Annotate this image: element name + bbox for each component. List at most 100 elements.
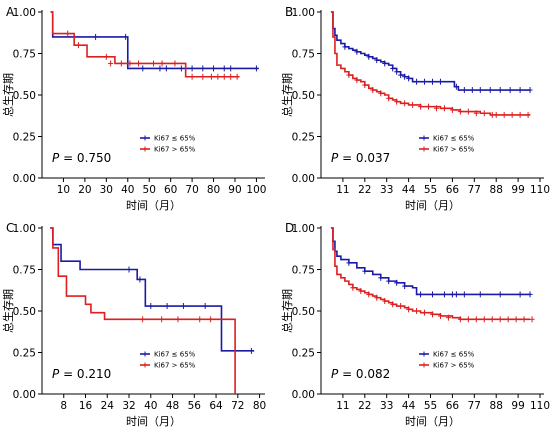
y-tick-label: 0.25 (13, 348, 36, 360)
x-tick-label: 110 (530, 184, 550, 196)
x-tick-label: 90 (228, 184, 241, 196)
x-tick-label: 80 (253, 400, 266, 412)
x-axis-title: 时间（月） (405, 199, 460, 212)
x-axis-title: 时间（月） (405, 415, 460, 428)
p-value-text: = 0.750 (59, 151, 111, 165)
legend-label: Ki67 > 65% (433, 146, 475, 154)
p-value-text: = 0.082 (338, 367, 390, 381)
y-tick-label: 0.50 (13, 90, 36, 102)
y-tick-label: 0.00 (292, 389, 315, 401)
y-tick-label: 0.00 (292, 173, 315, 185)
x-axis-title: 时间（月） (126, 199, 181, 212)
panel-label: D (285, 221, 294, 235)
panel-c: C 0.00 0.25 0.50 0.75 1.00 8 16 24 32 40 48 56 64 72 80… (1, 221, 266, 428)
panel-b: B 0.00 0.25 0.50 0.75 1.00 11 22 33 44 55 66 77 88 99 1… (280, 5, 550, 212)
x-tick-label: 33 (380, 400, 393, 412)
y-tick-label: 0.75 (13, 49, 36, 61)
x-tick-label: 110 (530, 400, 550, 412)
y-axis-title: 总生存期 (1, 289, 15, 333)
x-tick-label: 32 (122, 400, 135, 412)
x-tick-label: 88 (490, 400, 503, 412)
x-tick-label: 88 (490, 184, 503, 196)
p-symbol: P (331, 367, 339, 381)
x-tick-label: 50 (143, 184, 156, 196)
x-tick-label: 99 (511, 184, 524, 196)
y-tick-label: 0.00 (13, 389, 36, 401)
y-tick-label: 0.00 (13, 173, 36, 185)
survival-curve-high (330, 227, 531, 321)
p-symbol: P (52, 367, 60, 381)
x-tick-label: 22 (358, 400, 371, 412)
x-tick-label: 72 (231, 400, 244, 412)
legend-label: Ki67 > 65% (433, 362, 475, 370)
x-tick-label: 55 (424, 400, 437, 412)
y-tick-label: 0.25 (292, 348, 315, 360)
x-tick-label: 66 (446, 184, 460, 196)
y-tick-label: 0.25 (13, 132, 36, 144)
p-value-annotation: P = 0.082 (331, 367, 390, 381)
y-axis-title: 总生存期 (280, 73, 294, 117)
survival-curve-high (50, 11, 240, 78)
y-axis-title: 总生存期 (1, 73, 15, 117)
x-tick-label: 22 (358, 184, 371, 196)
y-tick-label: 0.75 (292, 265, 315, 277)
x-tick-label: 56 (188, 400, 202, 412)
y-tick-label: 1.00 (13, 7, 36, 19)
panel-label: B (285, 5, 293, 19)
x-tick-label: 77 (468, 184, 481, 196)
survival-curve-low (50, 227, 255, 352)
y-axis-title: 总生存期 (280, 289, 294, 333)
legend-label: Ki67 > 65% (154, 146, 196, 154)
x-tick-label: 44 (402, 184, 416, 196)
y-tick-label: 1.00 (292, 223, 315, 235)
panel-d: D 0.00 0.25 0.50 0.75 1.00 11 22 33 44 55 66 77 88 99 1… (280, 221, 550, 428)
x-tick-label: 60 (164, 184, 177, 196)
x-tick-label: 44 (402, 400, 416, 412)
y-tick-label: 0.50 (292, 90, 315, 102)
x-tick-label: 40 (144, 400, 157, 412)
x-tick-label: 48 (166, 400, 179, 412)
x-tick-label: 40 (121, 184, 134, 196)
survival-curve-low (50, 11, 259, 70)
y-tick-label: 1.00 (13, 223, 36, 235)
x-tick-label: 64 (209, 400, 223, 412)
legend-label: Ki67 ≤ 65% (433, 351, 475, 359)
x-tick-label: 100 (246, 184, 266, 196)
x-tick-label: 55 (424, 184, 437, 196)
x-tick-label: 70 (185, 184, 198, 196)
x-tick-label: 8 (60, 400, 67, 412)
panel-label: C (6, 221, 14, 235)
x-tick-label: 24 (101, 400, 115, 412)
p-value-annotation: P = 0.750 (52, 151, 111, 165)
y-tick-label: 1.00 (292, 7, 315, 19)
p-symbol: P (52, 151, 60, 165)
x-tick-label: 80 (207, 184, 220, 196)
survival-curve-high (330, 11, 531, 116)
p-value-text: = 0.210 (59, 367, 111, 381)
y-tick-label: 0.50 (13, 306, 36, 318)
p-value-annotation: P = 0.210 (52, 367, 111, 381)
y-tick-label: 0.75 (13, 265, 36, 277)
legend-label: Ki67 ≤ 65% (154, 351, 196, 359)
x-tick-label: 33 (380, 184, 393, 196)
survival-curve-high (50, 227, 236, 394)
y-tick-label: 0.50 (292, 306, 315, 318)
panel-label: A (6, 5, 15, 19)
x-tick-label: 11 (336, 400, 349, 412)
y-tick-label: 0.25 (292, 132, 315, 144)
legend-label: Ki67 ≤ 65% (154, 135, 196, 143)
survival-curve-low (330, 11, 531, 91)
x-tick-label: 20 (78, 184, 91, 196)
x-tick-label: 30 (100, 184, 113, 196)
x-axis-title: 时间（月） (126, 415, 181, 428)
x-tick-label: 16 (79, 400, 93, 412)
x-tick-label: 11 (336, 184, 349, 196)
survival-curve-low (330, 227, 531, 296)
panel-a: A 0.00 0.25 0.50 0.75 1.00 10 20 30 40 50 60 70 80 90 1… (1, 5, 266, 212)
x-tick-label: 99 (511, 400, 524, 412)
x-tick-label: 10 (57, 184, 70, 196)
x-tick-label: 77 (468, 400, 481, 412)
y-tick-label: 0.75 (292, 49, 315, 61)
p-value-annotation: P = 0.037 (331, 151, 390, 165)
